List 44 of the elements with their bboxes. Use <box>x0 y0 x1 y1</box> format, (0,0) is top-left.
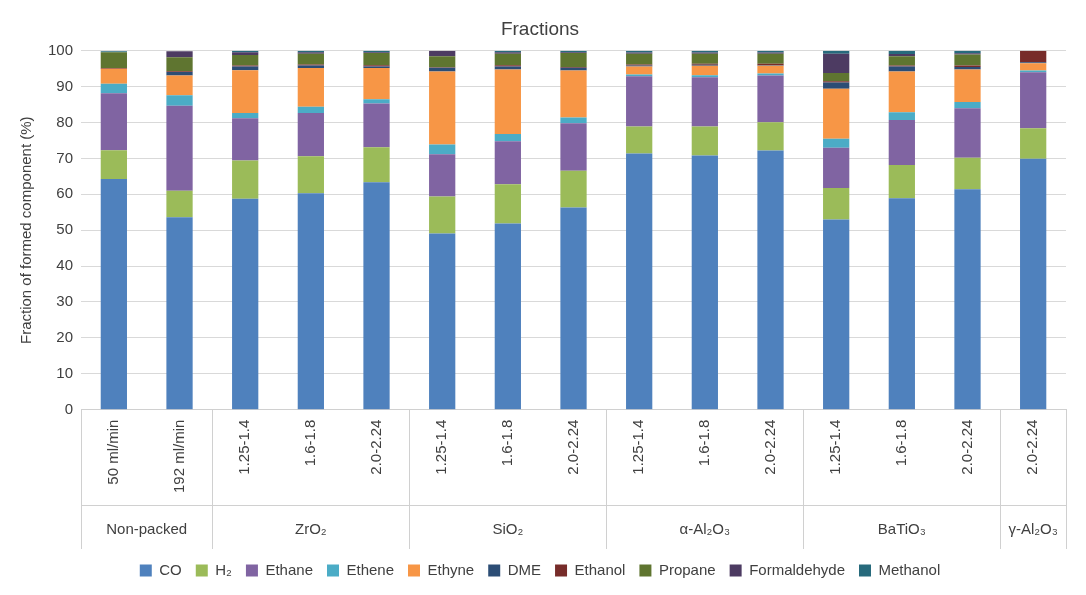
x-tick-label: 1.6-1.8 <box>300 419 318 467</box>
text: BaTiO₃ <box>877 520 926 538</box>
x-tick-label: 2.0-2.24 <box>366 419 384 475</box>
y-tick-label: 60 <box>56 184 74 202</box>
y-tick-label: 20 <box>56 328 74 346</box>
y-tick-label: 0 <box>64 399 74 417</box>
legend-label: Propane <box>658 560 716 578</box>
y-tick-label: 100 <box>48 40 74 58</box>
x-tick-label: 1.6-1.8 <box>497 419 515 467</box>
legend-label: Formaldehyde <box>749 560 846 578</box>
y-tick-label: 50 <box>56 220 74 238</box>
y-tick-label: 10 <box>56 363 74 381</box>
legend-label: Ethyne <box>427 560 475 578</box>
legend-label: Ethanol <box>574 560 626 578</box>
legend-label: H₂ <box>215 560 233 578</box>
chart-title: Fractions <box>500 17 580 39</box>
x-tick-label: 2.0-2.24 <box>1023 419 1041 475</box>
legend-label: DME <box>507 560 542 578</box>
legend-label: Methanol <box>878 560 941 578</box>
text: ZrO₂ <box>295 520 327 538</box>
x-tick-label: 192 ml/min <box>169 419 187 493</box>
y-tick-label: 70 <box>56 148 74 166</box>
x-tick-label: 50 ml/min <box>104 419 121 485</box>
legend-label: Ethane <box>265 560 313 578</box>
x-tick-label: 1.6-1.8 <box>891 419 909 467</box>
text: γ-Al₂O₃ <box>1008 520 1058 538</box>
y-axis-title: Fraction of formed component (%) <box>17 116 35 345</box>
y-tick-label: 80 <box>56 112 74 130</box>
text: SiO₂ <box>492 520 524 538</box>
legend-label: Ethene <box>346 560 395 578</box>
x-tick-label: 2.0-2.24 <box>957 419 975 475</box>
text: Non-packed <box>106 520 188 538</box>
legend-label: CO <box>159 560 182 578</box>
text: α-Al₂O₃ <box>679 520 731 538</box>
x-tick-label: 1.25-1.4 <box>629 419 647 475</box>
x-tick-label: 2.0-2.24 <box>760 419 778 475</box>
x-tick-label: 1.25-1.4 <box>235 419 253 475</box>
y-tick-label: 30 <box>56 292 74 310</box>
y-tick-label: 90 <box>56 76 74 94</box>
x-tick-label: 1.6-1.8 <box>694 419 712 467</box>
y-tick-label: 40 <box>56 256 74 274</box>
x-tick-label: 1.25-1.4 <box>432 419 450 475</box>
x-tick-label: 2.0-2.24 <box>563 419 581 475</box>
x-tick-label: 1.25-1.4 <box>826 419 844 475</box>
